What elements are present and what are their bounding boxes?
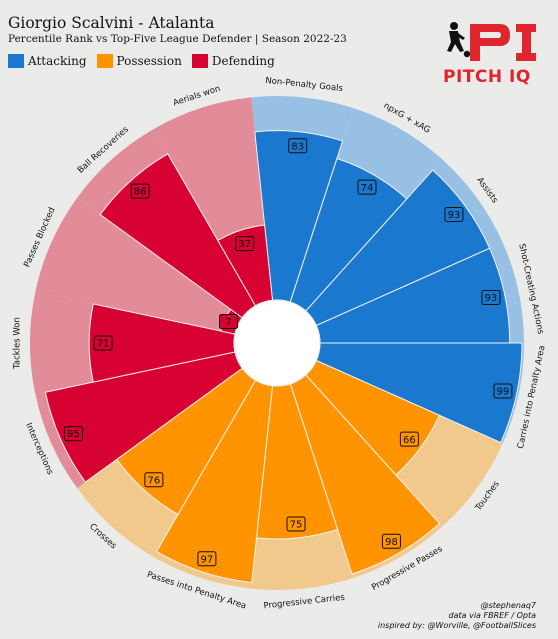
brand-logo xyxy=(447,22,536,61)
value-box-interceptions xyxy=(63,426,83,442)
value-box-crosses xyxy=(144,472,164,488)
value-label-non-penalty-goals: 83 xyxy=(291,141,304,152)
chart-center xyxy=(233,299,321,387)
legend-label-attacking: Attacking xyxy=(28,54,87,68)
value-label-ball-recoveries: 86 xyxy=(134,187,147,198)
value-label-passes-blocked: 7 xyxy=(225,317,231,328)
legend-swatch-possession xyxy=(96,54,113,68)
legend-item-attacking: Attacking xyxy=(8,54,87,68)
value-box-progressive-passes xyxy=(381,533,401,549)
legend: Attacking Possession Defending xyxy=(8,54,285,68)
value-box-carries-into-penalty-area xyxy=(493,383,513,399)
page-subtitle: Percentile Rank vs Top-Five League Defen… xyxy=(8,33,347,45)
credit-author: @stephenaq7 xyxy=(480,601,536,610)
center-circle xyxy=(233,299,321,387)
brand-name: PITCH IQ xyxy=(443,67,531,87)
value-label-passes-into-penalty-area: 97 xyxy=(201,554,214,565)
credit-inspiration: inspired by: @Worville, @FootballSlices xyxy=(377,621,536,630)
param-label-progressive-carries: Progressive Carries xyxy=(263,593,346,612)
value-box-non-penalty-goals xyxy=(288,138,308,154)
legend-label-possession: Possession xyxy=(116,54,182,68)
credit-source: data via FBREF / Opta xyxy=(448,611,536,620)
value-box-assists xyxy=(444,206,464,222)
footballer-icon xyxy=(447,22,471,58)
param-label-tackles-won: Tackles Won xyxy=(13,317,23,370)
pi-logo-mark xyxy=(470,24,536,61)
page-title: Giorgio Scalvini - Atalanta xyxy=(8,14,215,32)
value-label-npxg-xag: 74 xyxy=(361,183,374,194)
value-label-tackles-won: 71 xyxy=(97,339,110,350)
value-box-passes-blocked xyxy=(219,313,239,329)
param-label-non-penalty-goals: Non-Penalty Goals xyxy=(265,76,344,94)
legend-swatch-defending xyxy=(191,54,208,68)
value-label-shot-creating-actions: 93 xyxy=(485,293,498,304)
legend-label-defending: Defending xyxy=(211,54,275,68)
legend-item-possession: Possession xyxy=(96,54,182,68)
chart-value-labels: 83 74 93 93 99 66 98 75 97 76 95 71 7 86 37 xyxy=(63,138,513,567)
value-label-assists: 93 xyxy=(448,210,461,221)
value-box-aerials-won xyxy=(235,236,255,252)
value-label-carries-into-penalty-area: 99 xyxy=(497,387,510,398)
value-label-aerials-won: 37 xyxy=(238,239,251,250)
value-box-tackles-won xyxy=(93,335,113,351)
value-box-shot-creating-actions xyxy=(481,290,501,306)
legend-item-defending: Defending xyxy=(191,54,275,68)
value-label-progressive-carries: 75 xyxy=(290,520,303,531)
value-box-ball-recoveries xyxy=(130,183,150,199)
value-label-progressive-passes: 98 xyxy=(385,537,398,548)
value-box-passes-into-penalty-area xyxy=(197,551,217,567)
legend-swatch-attacking xyxy=(8,54,24,68)
value-box-touches xyxy=(399,431,419,447)
value-label-touches: 66 xyxy=(403,435,416,446)
value-label-crosses: 76 xyxy=(147,475,160,486)
value-box-npxg-xag xyxy=(357,179,377,195)
value-box-progressive-carries xyxy=(286,516,306,532)
chart-value-wedges xyxy=(44,130,523,584)
bg-wedge-passes-blocked xyxy=(35,197,243,335)
credits: @stephenaq7 data via FBREF / Opta inspir… xyxy=(378,601,536,631)
value-label-interceptions: 95 xyxy=(67,429,80,440)
